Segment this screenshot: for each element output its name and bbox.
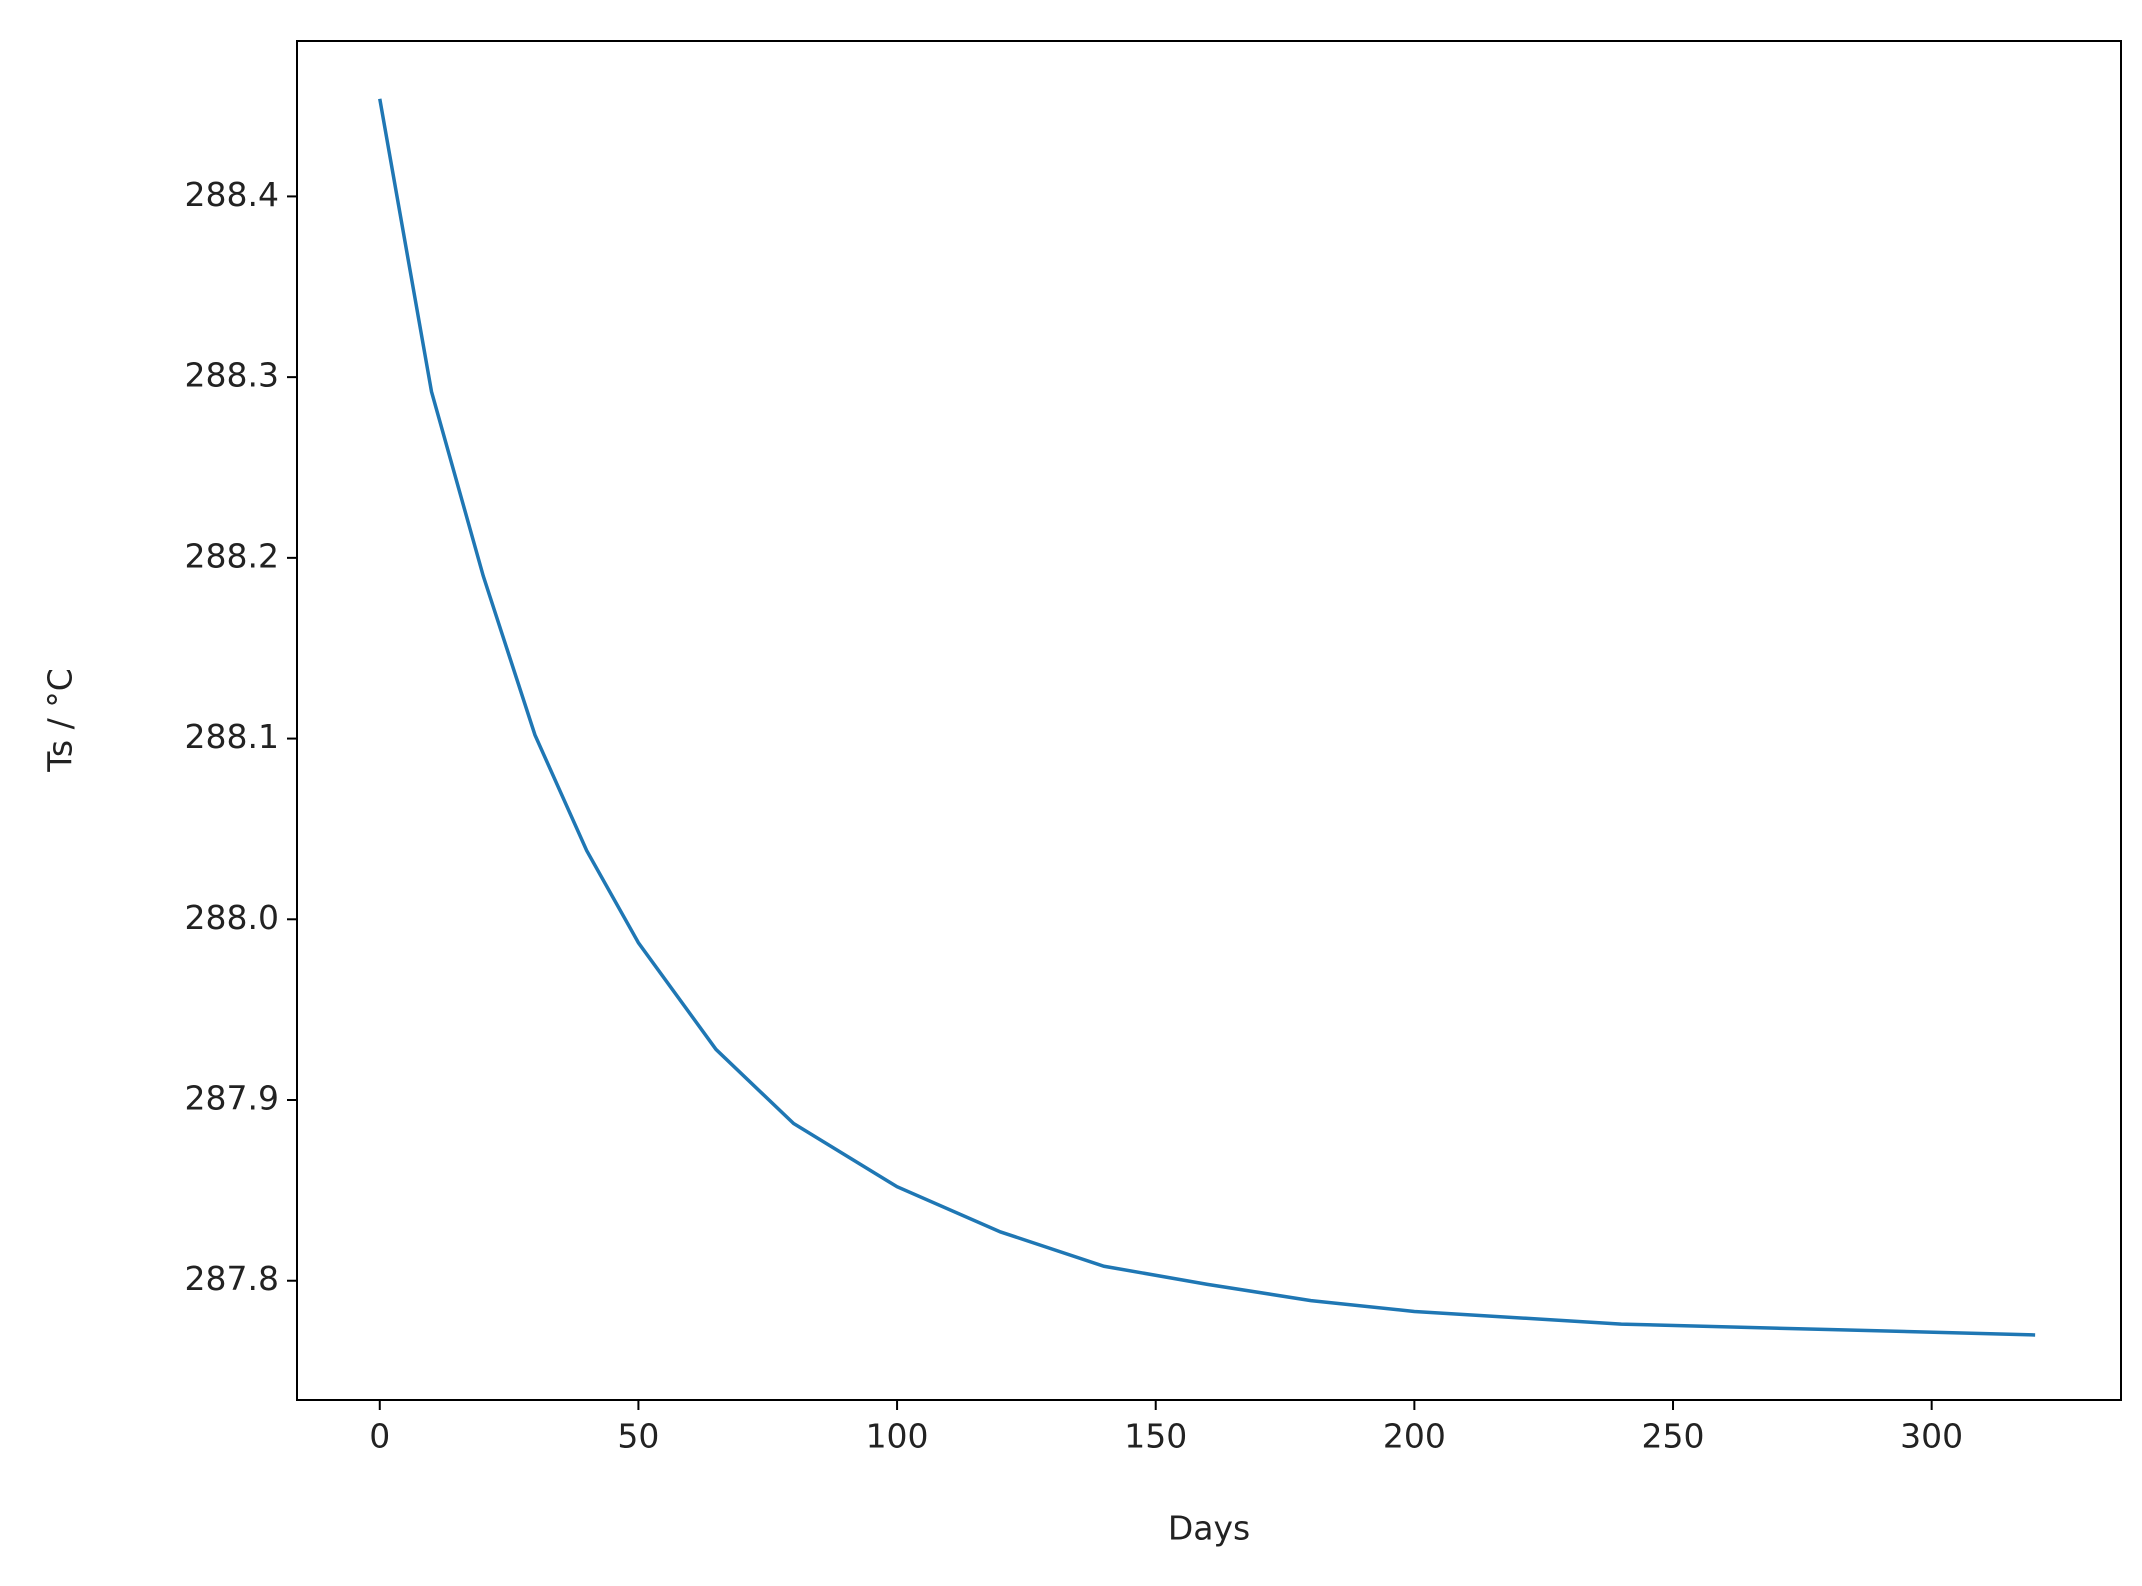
y-tick-label: 288.3 xyxy=(185,356,279,395)
y-tick-label: 288.0 xyxy=(185,898,279,937)
x-tick-label: 150 xyxy=(1124,1417,1187,1456)
x-tick-label: 100 xyxy=(866,1417,929,1456)
y-tick-label: 288.4 xyxy=(185,175,279,214)
x-tick-label: 300 xyxy=(1900,1417,1963,1456)
line xyxy=(378,98,2036,1337)
x-axis-label: Days xyxy=(1168,1509,1250,1548)
y-axis-label: Ts / °C xyxy=(41,668,80,773)
y-tick-label: 288.1 xyxy=(185,717,279,756)
plot-frame xyxy=(296,40,2122,1401)
x-tick-label: 250 xyxy=(1642,1417,1705,1456)
y-tick-label: 287.9 xyxy=(185,1079,279,1118)
x-tick-label: 200 xyxy=(1383,1417,1446,1456)
y-tick-label: 287.8 xyxy=(185,1259,279,1298)
x-tick-label: 0 xyxy=(369,1417,390,1456)
x-tick-label: 50 xyxy=(617,1417,659,1456)
y-tick-label: 288.2 xyxy=(185,536,279,575)
